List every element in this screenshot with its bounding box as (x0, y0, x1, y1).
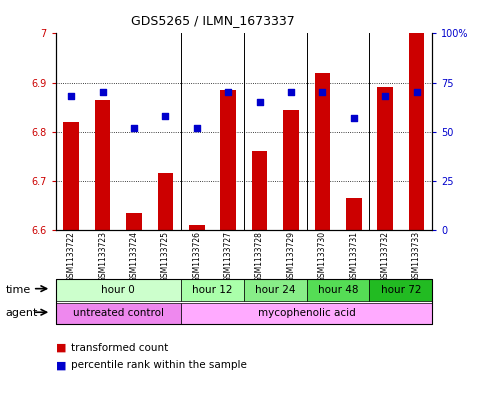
Bar (346, 198, 362, 230)
Text: mycophenolic acid: mycophenolic acid (258, 309, 355, 318)
Text: ■: ■ (56, 343, 66, 353)
Point (287, 89, 295, 95)
Text: hour 48: hour 48 (318, 285, 358, 295)
Bar (314, 73, 330, 230)
Bar (220, 90, 236, 230)
Text: GDS5265 / ILMN_1673337: GDS5265 / ILMN_1673337 (130, 14, 295, 27)
Text: transformed count: transformed count (71, 343, 169, 353)
Bar (409, 33, 425, 230)
Point (224, 89, 232, 95)
Point (193, 125, 201, 131)
Point (412, 89, 420, 95)
Text: agent: agent (6, 309, 38, 318)
Point (161, 113, 170, 119)
Bar (252, 151, 268, 230)
Text: hour 24: hour 24 (255, 285, 296, 295)
Point (350, 115, 357, 121)
Bar (377, 88, 393, 230)
Point (319, 89, 327, 95)
Text: hour 0: hour 0 (101, 285, 135, 295)
Text: hour 72: hour 72 (381, 285, 421, 295)
Point (130, 125, 138, 131)
Bar (126, 213, 142, 230)
Text: untreated control: untreated control (73, 309, 164, 318)
Bar (95, 100, 111, 230)
Bar (283, 110, 299, 230)
Text: percentile rank within the sample: percentile rank within the sample (71, 360, 247, 371)
Point (382, 93, 389, 99)
Text: time: time (6, 285, 31, 295)
Text: hour 12: hour 12 (192, 285, 233, 295)
Point (68, 93, 75, 99)
Bar (157, 173, 173, 230)
Bar (189, 225, 205, 230)
Point (99, 89, 107, 95)
Point (256, 99, 264, 105)
Text: ■: ■ (56, 360, 66, 371)
Bar (63, 122, 79, 230)
